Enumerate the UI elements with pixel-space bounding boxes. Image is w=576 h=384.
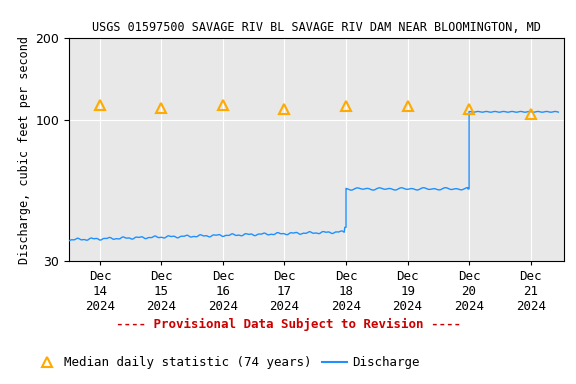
Text: ---- Provisional Data Subject to Revision ----: ---- Provisional Data Subject to Revisio… [116, 318, 460, 331]
Title: USGS 01597500 SAVAGE RIV BL SAVAGE RIV DAM NEAR BLOOMINGTON, MD: USGS 01597500 SAVAGE RIV BL SAVAGE RIV D… [92, 22, 541, 35]
Legend: Median daily statistic (74 years), Discharge: Median daily statistic (74 years), Disch… [29, 351, 425, 374]
Y-axis label: Discharge, cubic feet per second: Discharge, cubic feet per second [18, 36, 31, 264]
